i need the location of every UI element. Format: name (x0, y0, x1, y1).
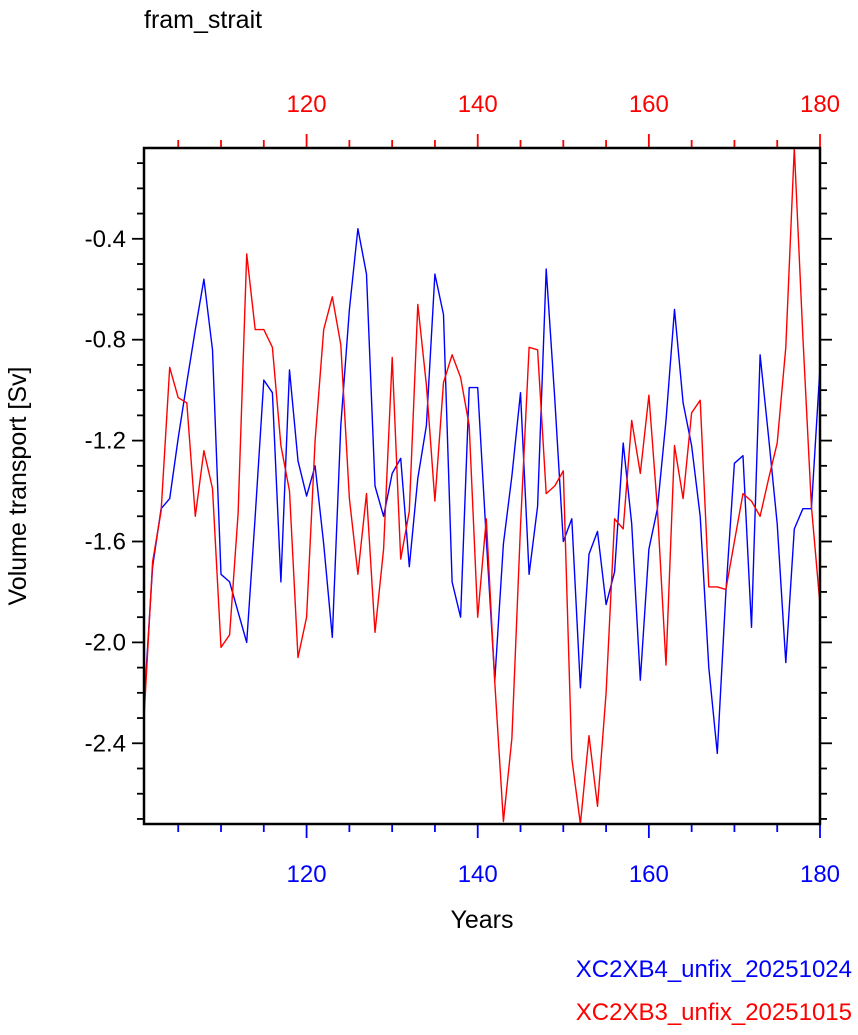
x-tick-label-bottom: 160 (629, 861, 669, 888)
y-tick-label: -1.6 (85, 528, 126, 555)
x-tick-label-bottom: 120 (287, 861, 327, 888)
x-tick-label-top: 180 (800, 91, 840, 118)
y-tick-label: -0.4 (85, 226, 126, 253)
y-tick-label: -1.2 (85, 428, 126, 455)
x-tick-label-top: 140 (458, 91, 498, 118)
y-tick-label: -0.8 (85, 327, 126, 354)
x-tick-label-bottom: 140 (458, 861, 498, 888)
series-line-1 (143, 147, 821, 825)
x-tick-label-bottom: 180 (800, 861, 840, 888)
y-tick-label: -2.0 (85, 629, 126, 656)
y-tick-label: -2.4 (85, 730, 126, 757)
legend-entry-blue: XC2XB4_unfix_20251024 (576, 956, 852, 983)
ticks-layer: -0.4 -0.8 -1.2 -1.6 -2.0 -2.4 120 120 140 140 160 1… (85, 91, 840, 888)
plot-frame (142, 146, 822, 826)
chart-title: fram_strait (144, 6, 262, 34)
legend-entry-red: XC2XB3_unfix_20251015 (576, 999, 852, 1026)
series-line-0 (143, 227, 821, 755)
y-axis-label: Volume transport [Sv] (4, 366, 32, 605)
x-tick-label-top: 120 (287, 91, 327, 118)
x-axis-label: Years (450, 906, 513, 934)
x-tick-label-top: 160 (629, 91, 669, 118)
series-layer (143, 147, 821, 825)
